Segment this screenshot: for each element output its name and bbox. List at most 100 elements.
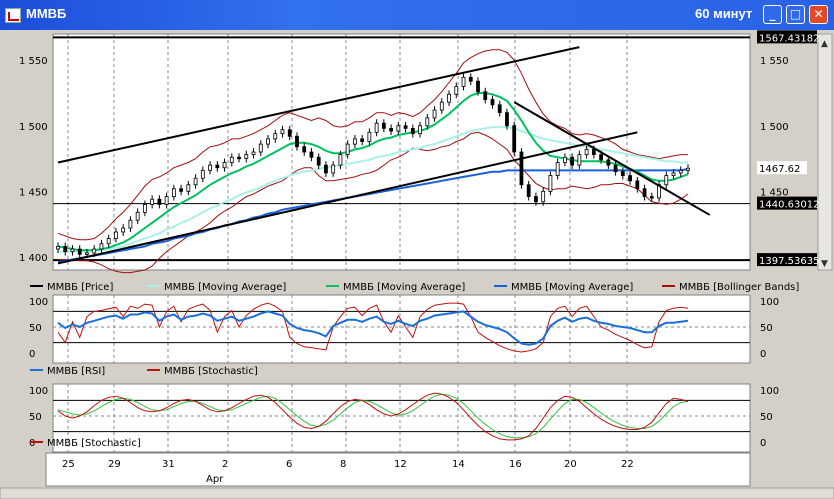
price-candle bbox=[92, 248, 97, 254]
price-candle bbox=[505, 112, 509, 127]
rsi-stoch-pane[interactable] bbox=[52, 294, 751, 364]
legend-label: ММВБ [Moving Average] bbox=[343, 282, 465, 293]
price-candle bbox=[157, 198, 162, 205]
price-candle bbox=[649, 196, 654, 199]
price-candle bbox=[280, 129, 285, 135]
legend-label: ММВБ [Moving Average] bbox=[511, 282, 633, 293]
trendline[interactable] bbox=[57, 131, 638, 265]
price-candle bbox=[367, 131, 372, 142]
price-candle bbox=[56, 245, 60, 250]
price-candle bbox=[671, 172, 676, 177]
price-candle bbox=[454, 86, 459, 95]
price-candle bbox=[237, 156, 241, 160]
price-candle bbox=[99, 243, 104, 250]
price-label: 1440.63012 bbox=[759, 200, 819, 211]
price-candle bbox=[613, 164, 618, 173]
price-candle bbox=[121, 227, 126, 233]
price-candle bbox=[447, 93, 451, 103]
x-month-label: Apr bbox=[206, 474, 224, 485]
legend-label: ММВБ [RSI] bbox=[47, 366, 105, 377]
price-candle bbox=[128, 219, 133, 229]
price-candle bbox=[439, 101, 444, 111]
price-candle bbox=[577, 154, 582, 166]
y-tick-label: 1 450 bbox=[19, 187, 48, 198]
price-candle bbox=[562, 156, 567, 163]
price-candle bbox=[324, 164, 328, 174]
legend-label: ММВБ [Stochastic] bbox=[47, 438, 141, 449]
price-candle bbox=[302, 146, 307, 153]
price-candle bbox=[403, 125, 408, 129]
price-candle bbox=[266, 138, 270, 145]
price-candle bbox=[273, 133, 278, 140]
stoch-y-tick-label: 0 bbox=[29, 438, 35, 449]
bollinger-lower-line bbox=[58, 131, 689, 274]
stoch-pane[interactable] bbox=[52, 383, 751, 453]
price-label-box bbox=[757, 161, 807, 175]
price-candle bbox=[678, 169, 683, 174]
price-candle bbox=[244, 154, 249, 159]
price-candle bbox=[295, 135, 299, 148]
horizontal-scrollbar[interactable] bbox=[0, 487, 834, 499]
price-candle bbox=[352, 138, 357, 145]
vertical-scrollbar[interactable] bbox=[817, 33, 833, 271]
price-candle bbox=[251, 151, 256, 156]
trendline[interactable] bbox=[57, 46, 580, 164]
price-candle bbox=[331, 164, 336, 174]
price-candle bbox=[425, 117, 430, 127]
price-candle bbox=[555, 162, 560, 177]
price-candle bbox=[541, 190, 546, 203]
price-candle bbox=[360, 138, 365, 142]
price-candle bbox=[599, 154, 604, 161]
price-candle bbox=[418, 125, 422, 135]
trading-chart[interactable]: ▲ ▼ 1 550 1 500 1 450 1 400 1 550 1 500 1 450 1… bbox=[0, 30, 834, 499]
window-title: ММВБ bbox=[26, 6, 67, 21]
price-candle bbox=[548, 175, 553, 192]
price-candle bbox=[229, 156, 234, 163]
price-label-box bbox=[757, 196, 817, 210]
x-tick-label: 25 bbox=[62, 459, 75, 470]
price-candle bbox=[316, 156, 321, 166]
interval-label: 60 минут bbox=[695, 6, 753, 21]
price-candle bbox=[222, 162, 227, 169]
price-candle bbox=[85, 252, 89, 255]
price-label-box bbox=[757, 253, 817, 267]
price-candle bbox=[461, 76, 466, 87]
price-label: 1467.62 bbox=[759, 164, 800, 175]
price-candle bbox=[70, 248, 75, 253]
window-titlebar[interactable]: ММВБ 60 минут _ □ ✕ bbox=[0, 0, 834, 30]
x-tick-label: 20 bbox=[564, 459, 577, 470]
rsi-line bbox=[57, 310, 689, 346]
price-candle bbox=[381, 122, 386, 129]
price-candle bbox=[642, 188, 647, 197]
y-tick-label-right: 1 550 bbox=[760, 56, 789, 67]
price-candle bbox=[628, 175, 632, 182]
price-candle bbox=[519, 151, 524, 186]
price-candle bbox=[142, 204, 147, 213]
price-candle bbox=[483, 91, 488, 100]
price-candle bbox=[635, 180, 640, 190]
price-candle bbox=[432, 109, 437, 119]
scroll-down-icon[interactable]: ▼ bbox=[821, 259, 828, 269]
maximize-icon[interactable]: □ bbox=[786, 5, 805, 24]
trendline[interactable] bbox=[513, 101, 711, 216]
price-candle bbox=[534, 196, 538, 203]
x-tick-label: 8 bbox=[340, 459, 346, 470]
stoch-y-tick-label: 50 bbox=[29, 412, 42, 423]
price-candle bbox=[664, 175, 669, 186]
price-candle bbox=[179, 188, 184, 192]
rsi-y-tick-label: 100 bbox=[29, 297, 48, 308]
stochastic-signal-line bbox=[57, 393, 689, 439]
price-candle bbox=[63, 245, 68, 253]
close-icon[interactable]: ✕ bbox=[809, 5, 828, 24]
x-axis-strip bbox=[45, 452, 751, 487]
price-candle bbox=[193, 177, 198, 186]
scroll-up-icon[interactable]: ▲ bbox=[821, 39, 828, 49]
price-candle bbox=[526, 184, 531, 197]
moving-average-mid-line bbox=[58, 126, 688, 253]
price-candle bbox=[410, 128, 415, 135]
stoch-y-tick-label-right: 50 bbox=[760, 412, 773, 423]
y-tick-label-right: 1 500 bbox=[760, 122, 789, 133]
stoch-y-tick-label-right: 0 bbox=[760, 438, 766, 449]
x-tick-label: 22 bbox=[621, 459, 634, 470]
minimize-icon[interactable]: _ bbox=[763, 5, 782, 24]
